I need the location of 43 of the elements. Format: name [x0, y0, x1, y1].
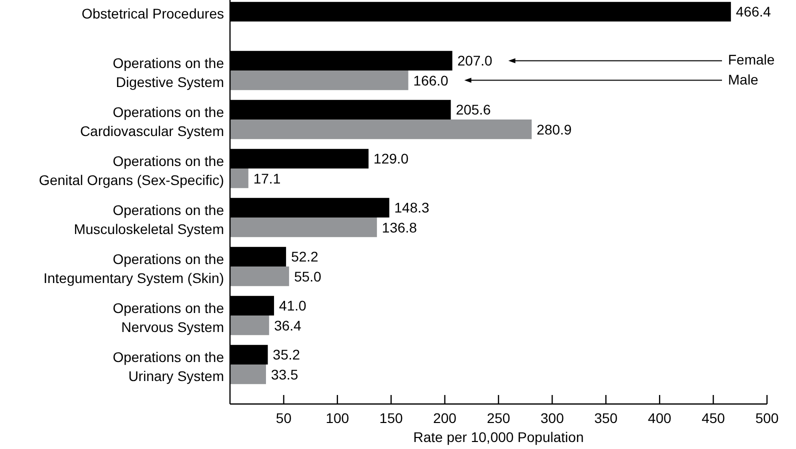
x-tick-label: 200: [433, 410, 457, 426]
x-tick-label: 250: [486, 410, 510, 426]
x-tick-label: 450: [702, 410, 726, 426]
x-tick-label: 500: [755, 410, 779, 426]
bar: [230, 168, 248, 188]
y-tick-label: Operations on the Nervous System: [112, 300, 224, 335]
data-label: 166.0: [413, 72, 449, 88]
data-label: 136.8: [382, 219, 418, 236]
data-label: 35.2: [272, 346, 300, 363]
x-tick-label: 150: [379, 410, 403, 426]
y-tick-label: Operations on the Digestive System: [112, 55, 224, 90]
text: Male: [728, 71, 759, 88]
data-label: 205.6: [456, 102, 492, 118]
data-label: 129.0: [374, 150, 409, 167]
x-tick-label: 50: [276, 410, 292, 426]
bar: [230, 266, 290, 286]
x-tick-label: 400: [648, 410, 672, 426]
y-tick-label: Operations on the Cardiovascular System: [80, 104, 224, 139]
x-tick-label: 350: [594, 410, 618, 426]
data-label: 33.5: [270, 366, 298, 382]
y-tick-label: Operations on the Genital Organs (Sex-Specific): [38, 153, 224, 188]
y-tick-label: Operations on the Musculoskeletal System: [74, 202, 224, 237]
bar: [230, 364, 266, 384]
data-label: 207.0: [457, 52, 493, 69]
bar: [230, 120, 532, 140]
data-label: 55.0: [294, 268, 322, 284]
data-label: 466.4: [736, 4, 772, 20]
bar: [230, 70, 408, 90]
bar: [230, 316, 270, 336]
data-label: 148.3: [394, 200, 430, 216]
y-tick-label: Operations on the Integumentary System (Skin): [43, 251, 224, 286]
x-tick-label: 300: [540, 410, 564, 426]
x-axis-title: Rate per 10,000 Population: [413, 429, 584, 445]
data-label: 36.4: [274, 317, 302, 334]
data-label: 52.2: [291, 248, 319, 265]
data-label: 280.9: [536, 121, 572, 138]
data-label: 17.1: [253, 170, 281, 186]
y-tick-label: Obstetrical Procedures: [82, 6, 224, 22]
x-tick-label: 100: [326, 410, 350, 426]
text: Female: [728, 52, 775, 68]
y-tick-label: Operations on the Urinary System: [112, 349, 224, 384]
data-label: 41.0: [279, 298, 306, 314]
bar: [230, 218, 377, 238]
